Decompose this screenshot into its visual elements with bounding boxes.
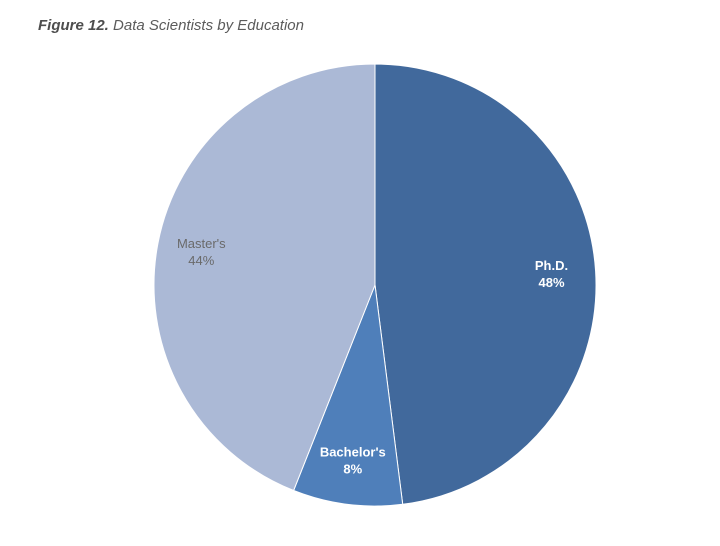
pie-slice-ph-d bbox=[374, 63, 597, 505]
slice-label-bachelor-s: Bachelor's bbox=[320, 444, 386, 459]
slice-value-bachelor-s: 8% bbox=[343, 461, 362, 476]
pie-slice-bachelor-s bbox=[292, 284, 404, 507]
figure-title: Figure 12. Data Scientists by Education bbox=[38, 17, 304, 34]
pie-slice-master-s bbox=[153, 63, 376, 492]
slice-label-master-s: Master's bbox=[177, 236, 226, 251]
slice-value-ph-d: 48% bbox=[538, 275, 564, 290]
figure-number: Figure 12. bbox=[38, 17, 109, 34]
slice-label-ph-d: Ph.D. bbox=[535, 258, 568, 273]
figure-caption: Data Scientists by Education bbox=[113, 17, 304, 34]
slice-value-master-s: 44% bbox=[188, 253, 214, 268]
